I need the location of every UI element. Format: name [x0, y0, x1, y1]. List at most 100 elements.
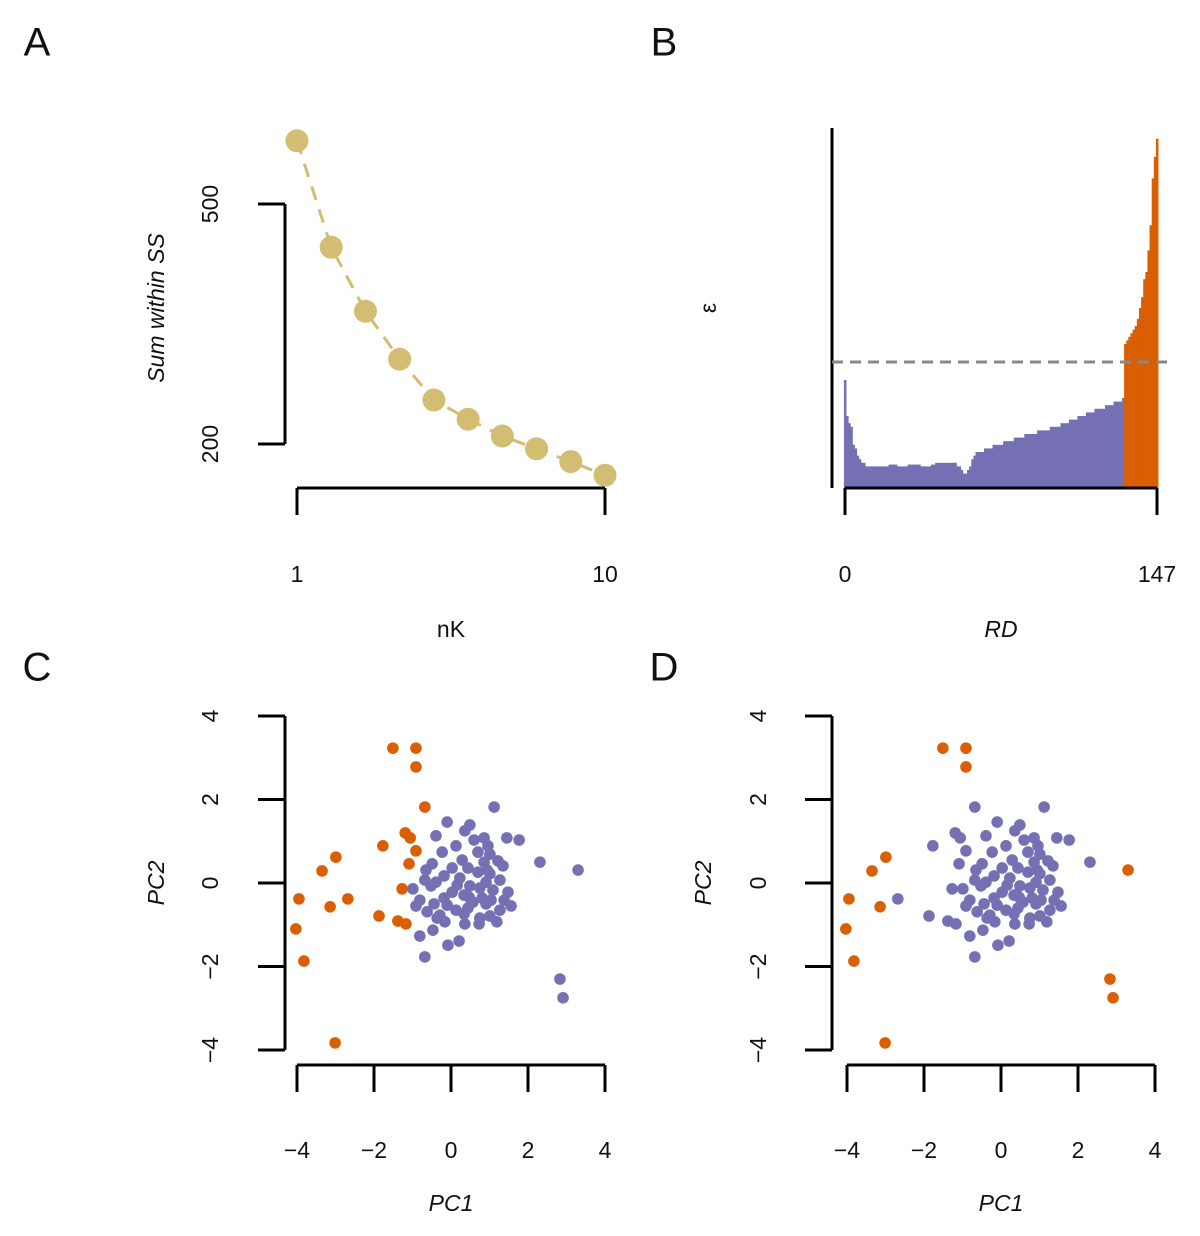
bar — [958, 466, 962, 488]
bar — [873, 466, 877, 488]
bar — [916, 464, 919, 488]
point — [593, 463, 617, 487]
bar — [894, 464, 898, 488]
y-tick-label: 4 — [197, 709, 223, 722]
point — [1024, 882, 1036, 894]
bar — [843, 380, 847, 488]
point — [1035, 894, 1047, 906]
bar — [971, 459, 974, 488]
bar — [871, 466, 875, 488]
y-tick-label: −2 — [197, 953, 223, 979]
point — [462, 862, 474, 874]
y-tick-label: 2 — [197, 793, 223, 806]
bar — [854, 448, 858, 488]
point — [1000, 840, 1012, 852]
point — [843, 893, 855, 905]
point — [969, 801, 981, 813]
point — [1023, 918, 1035, 930]
point — [442, 939, 454, 952]
bar — [1045, 430, 1049, 488]
point — [472, 866, 484, 878]
point — [468, 834, 480, 846]
bar — [1143, 279, 1146, 488]
bar — [1064, 423, 1068, 488]
bar — [1151, 178, 1155, 488]
point — [950, 918, 962, 930]
bar — [981, 452, 985, 488]
point — [957, 883, 969, 895]
point — [494, 874, 506, 886]
bar — [943, 462, 947, 488]
point — [572, 864, 584, 876]
point — [996, 862, 1008, 874]
bar — [1032, 434, 1036, 488]
bar — [1119, 401, 1123, 488]
bar — [886, 466, 889, 488]
bar — [1066, 423, 1070, 488]
bar — [1094, 408, 1097, 488]
bar — [1136, 318, 1140, 488]
bar — [935, 462, 938, 488]
bar — [964, 473, 968, 488]
point — [387, 742, 399, 754]
point — [1009, 825, 1021, 837]
bar — [1096, 408, 1100, 488]
point — [1037, 884, 1049, 896]
point — [456, 407, 480, 431]
point — [427, 924, 439, 936]
bar — [1121, 398, 1125, 488]
point — [438, 870, 450, 882]
y-tick-label: 2 — [745, 793, 771, 806]
bar — [1071, 419, 1074, 488]
point — [960, 761, 972, 773]
bar — [945, 462, 949, 488]
point — [1048, 894, 1060, 906]
bar — [939, 462, 942, 488]
bar — [875, 466, 879, 488]
bar — [865, 466, 868, 488]
bar — [892, 464, 896, 488]
point — [498, 894, 510, 906]
bar — [1138, 308, 1142, 488]
point — [554, 973, 566, 985]
y-tick-label: −4 — [745, 1037, 771, 1063]
point — [946, 883, 958, 895]
point — [1031, 864, 1043, 876]
point — [396, 883, 408, 895]
x-tick-label: 2 — [1072, 1137, 1085, 1163]
point — [353, 299, 377, 323]
bar — [967, 470, 970, 488]
x-tick-label: 0 — [839, 561, 852, 587]
bar — [947, 462, 951, 488]
bar — [975, 452, 979, 488]
bar — [890, 464, 894, 488]
bar — [1102, 408, 1106, 488]
x-tick-label: 147 — [1138, 561, 1176, 587]
point — [474, 882, 486, 894]
point — [459, 825, 471, 837]
point — [425, 880, 437, 892]
point — [377, 840, 389, 852]
bar — [848, 423, 851, 488]
bar — [1017, 437, 1021, 488]
point — [991, 899, 1003, 911]
point — [1026, 892, 1038, 904]
point — [431, 912, 443, 924]
bar — [860, 462, 864, 488]
bar — [1100, 408, 1104, 488]
point — [464, 880, 476, 892]
bar — [877, 466, 881, 488]
bar — [880, 466, 883, 488]
point — [453, 935, 465, 947]
point — [991, 816, 1003, 828]
bar — [1028, 434, 1032, 488]
point — [981, 912, 993, 924]
panel-label: C — [23, 646, 52, 690]
bar — [1090, 412, 1093, 488]
x-tick-label: 4 — [599, 1137, 612, 1163]
bar — [1058, 426, 1061, 488]
bar — [1020, 437, 1023, 488]
bar — [952, 462, 955, 488]
bar — [1098, 408, 1102, 488]
point — [497, 860, 509, 872]
